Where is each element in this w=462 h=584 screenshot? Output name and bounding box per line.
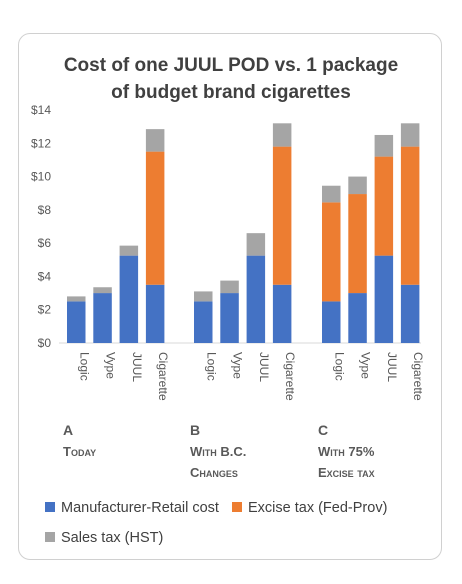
y-tick-label: $2 bbox=[38, 303, 52, 317]
bar-c-juul-series-0 bbox=[374, 255, 394, 343]
bar-b-logic-series-0 bbox=[194, 301, 213, 343]
y-tick-label: $14 bbox=[31, 103, 51, 117]
x-category-label: Vype bbox=[231, 352, 245, 379]
legend-label-sales-tax: Sales tax (HST) bbox=[61, 530, 164, 546]
group-caption-line2: Excise tax bbox=[318, 465, 375, 480]
legend-item-excise: Excise tax (Fed-Prov) bbox=[232, 500, 387, 516]
x-category-label: Vype bbox=[359, 352, 373, 379]
group-caption-line2: Changes bbox=[190, 465, 238, 480]
bar-a-cigarette-series-0 bbox=[145, 284, 165, 343]
bar-c-logic-series-2 bbox=[322, 185, 341, 203]
chart-title: Cost of one JUUL POD vs. 1 package of bu… bbox=[0, 52, 462, 106]
bar-c-vype-series-2 bbox=[348, 176, 367, 195]
legend-label-excise: Excise tax (Fed-Prov) bbox=[248, 500, 388, 516]
bar-a-cigarette-series-2 bbox=[145, 129, 165, 152]
group-caption-line1: With 75% bbox=[318, 444, 375, 459]
bar-c-vype-series-0 bbox=[348, 293, 367, 343]
bar-a-cigarette-series-1 bbox=[145, 151, 165, 285]
bar-a-vype-series-2 bbox=[93, 287, 112, 294]
bar-c-logic-series-0 bbox=[322, 301, 341, 343]
group-letter-a: A bbox=[63, 422, 73, 438]
x-category-label: Vype bbox=[104, 352, 118, 379]
bar-c-cigarette-series-0 bbox=[400, 284, 420, 343]
x-category-label: Logic bbox=[204, 352, 218, 381]
legend-swatch-excise bbox=[232, 502, 242, 512]
x-category-label: Logic bbox=[77, 352, 91, 381]
bar-c-cigarette-series-1 bbox=[400, 146, 420, 285]
legend-label-manufacturer: Manufacturer-Retail cost bbox=[61, 500, 219, 516]
chart-plot: $0 $2 $4 $6 $8 $10 $12 $14 Logic Vype JUUL Cigarett… bbox=[31, 103, 425, 480]
bar-b-cigarette-series-2 bbox=[272, 123, 292, 147]
legend-swatch-sales-tax bbox=[45, 532, 55, 542]
bar-b-juul-series-0 bbox=[246, 255, 266, 343]
y-tick-label: $10 bbox=[31, 170, 51, 184]
bar-c-juul-series-1 bbox=[374, 156, 394, 256]
bar-a-juul-series-2 bbox=[119, 245, 139, 256]
bar-b-logic-series-2 bbox=[194, 291, 213, 302]
x-category-label: Cigarette bbox=[156, 352, 170, 401]
y-tick-label: $8 bbox=[38, 203, 52, 217]
bar-b-vype-series-0 bbox=[220, 293, 239, 343]
x-category-label: Cigarette bbox=[411, 352, 425, 401]
legend-item-manufacturer: Manufacturer-Retail cost bbox=[45, 500, 219, 516]
y-tick-label: $0 bbox=[38, 336, 52, 350]
bar-b-cigarette-series-1 bbox=[272, 146, 292, 285]
bar-b-vype-series-2 bbox=[220, 280, 239, 294]
x-category-label: Cigarette bbox=[283, 352, 297, 401]
group-caption-line1: Today bbox=[63, 444, 96, 459]
bar-c-logic-series-1 bbox=[322, 202, 341, 302]
bar-c-cigarette-series-2 bbox=[400, 123, 420, 147]
bar-b-juul-series-2 bbox=[246, 233, 266, 256]
y-tick-label: $12 bbox=[31, 136, 51, 150]
bar-a-logic-series-2 bbox=[67, 296, 86, 302]
x-category-label: Logic bbox=[332, 352, 346, 381]
chart-title-line2: of budget brand cigarettes bbox=[111, 82, 351, 103]
bar-a-vype-series-0 bbox=[93, 293, 112, 343]
bar-a-logic-series-0 bbox=[67, 301, 86, 343]
x-category-label: JUUL bbox=[130, 352, 144, 382]
x-category-label: JUUL bbox=[385, 352, 399, 382]
y-tick-label: $4 bbox=[38, 269, 52, 283]
legend-swatch-manufacturer bbox=[45, 502, 55, 512]
group-letter-b: B bbox=[190, 422, 200, 438]
group-caption-line1: With B.C. bbox=[190, 444, 246, 459]
bar-c-juul-series-2 bbox=[374, 134, 394, 157]
bar-b-cigarette-series-0 bbox=[272, 284, 292, 343]
bar-c-vype-series-1 bbox=[348, 194, 367, 294]
x-category-label: JUUL bbox=[257, 352, 271, 382]
bar-a-juul-series-0 bbox=[119, 255, 139, 343]
group-letter-c: C bbox=[318, 422, 328, 438]
y-tick-label: $6 bbox=[38, 236, 52, 250]
legend-item-sales-tax: Sales tax (HST) bbox=[45, 530, 163, 546]
chart-title-line1: Cost of one JUUL POD vs. 1 package bbox=[63, 55, 399, 76]
